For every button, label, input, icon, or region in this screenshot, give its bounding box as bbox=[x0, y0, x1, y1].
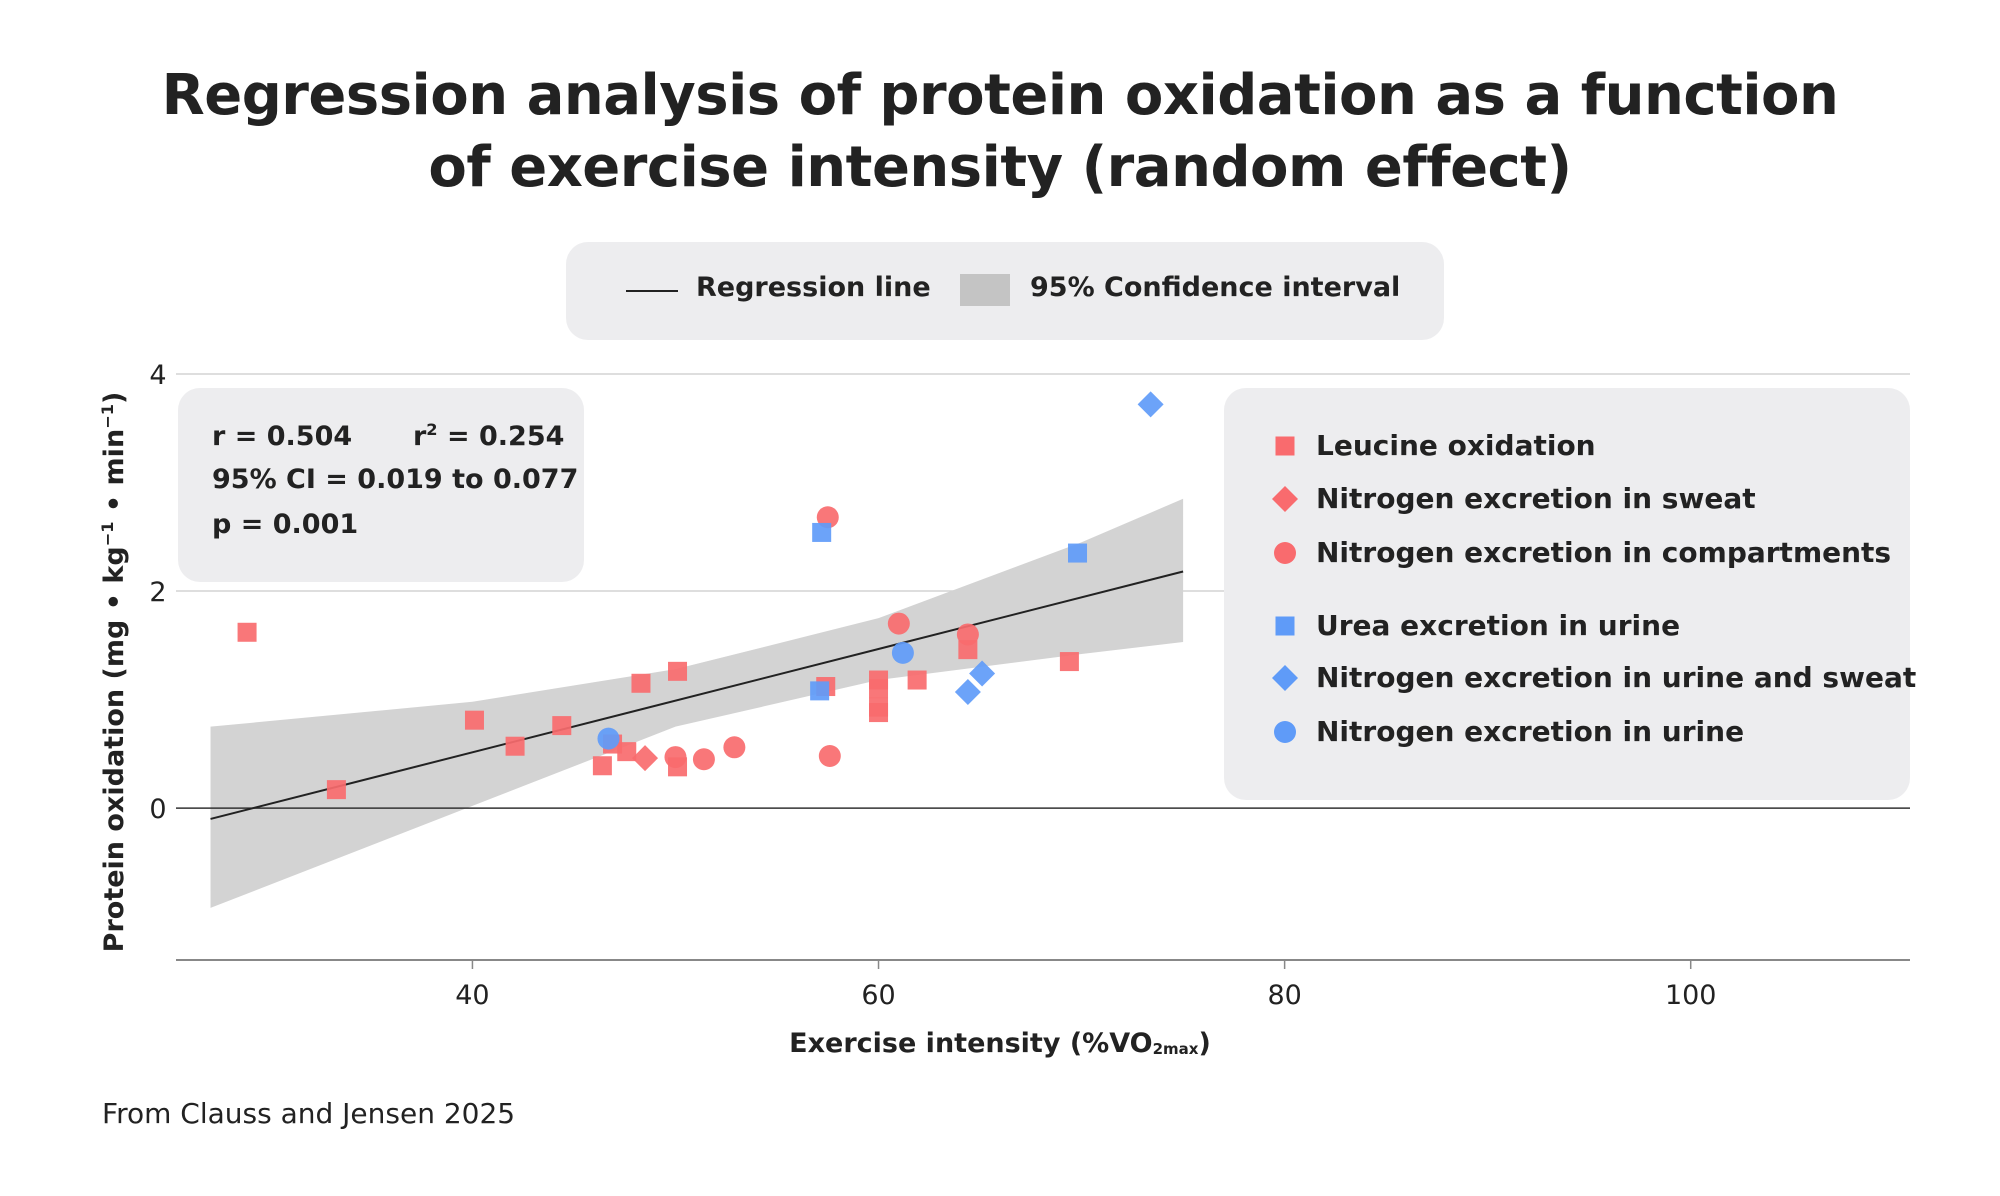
data-point-square bbox=[326, 780, 346, 800]
data-point-square bbox=[237, 622, 257, 642]
x-axis-ticks: 40 60 80 100 bbox=[455, 960, 1716, 1011]
data-point-circle bbox=[887, 612, 910, 635]
data-point-circle bbox=[891, 641, 914, 664]
x-tick-label: 100 bbox=[1665, 980, 1717, 1011]
x-label-end: ) bbox=[1198, 1028, 1211, 1059]
confidence-band bbox=[210, 498, 1184, 908]
data-point-square bbox=[869, 703, 889, 723]
y-label-part: Protein oxidation (mg • kg bbox=[99, 546, 130, 953]
legend-label-nitrogen-urine: Nitrogen excretion in urine bbox=[1316, 715, 1745, 748]
confidence-interval-swatch bbox=[960, 274, 1010, 306]
series-legend: Leucine oxidation Nitrogen excretion in … bbox=[1224, 388, 1916, 800]
data-point-square bbox=[869, 679, 889, 699]
legend-label-nitrogen-compartments: Nitrogen excretion in compartments bbox=[1316, 536, 1892, 569]
legend-marker-circle bbox=[1274, 542, 1296, 564]
data-point-square bbox=[812, 522, 832, 542]
data-point-diamond bbox=[954, 678, 981, 705]
legend-marker-diamond bbox=[1272, 486, 1298, 512]
y-tick-label: 4 bbox=[149, 360, 166, 391]
data-point-circle bbox=[692, 748, 715, 771]
legend-label-leucine-oxidation: Leucine oxidation bbox=[1316, 429, 1596, 462]
legend-label-nitrogen-sweat: Nitrogen excretion in sweat bbox=[1316, 482, 1756, 515]
x-tick-label: 60 bbox=[861, 980, 895, 1011]
chart-title: Regression analysis of protein oxidation… bbox=[0, 60, 2000, 204]
data-point-square bbox=[631, 673, 651, 693]
y-label-sup: −1 bbox=[98, 404, 117, 429]
stat-r2-superscript: 2 bbox=[426, 420, 438, 439]
data-point-square bbox=[617, 742, 637, 762]
data-point-diamond bbox=[969, 660, 996, 687]
data-point-diamond bbox=[632, 745, 659, 772]
stat-r2-value: = 0.254 bbox=[437, 421, 565, 452]
y-axis-ticks: 0 2 4 bbox=[149, 360, 166, 825]
statistics-box: r = 0.504 r2 = 0.254 95% CI = 0.019 to 0… bbox=[178, 388, 584, 582]
data-point-square bbox=[464, 710, 484, 730]
legend-marker-diamond bbox=[1272, 665, 1298, 691]
x-label-main: Exercise intensity (%VO bbox=[789, 1028, 1153, 1059]
data-point-circle bbox=[664, 746, 687, 769]
y-tick-label: 2 bbox=[149, 577, 166, 608]
stat-r2-prefix: r bbox=[412, 421, 427, 452]
chart-title-line-1: Regression analysis of protein oxidation… bbox=[161, 63, 1839, 128]
regression-line-swatch bbox=[626, 290, 678, 292]
data-points bbox=[237, 391, 1164, 800]
x-axis-label: Exercise intensity (%VO2max) bbox=[0, 1028, 2000, 1059]
x-label-sub: 2max bbox=[1152, 1040, 1199, 1058]
data-point-square bbox=[505, 736, 525, 756]
top-legend: Regression line 95% Confidence interval bbox=[566, 242, 1444, 340]
stat-p: p = 0.001 bbox=[212, 509, 359, 540]
y-label-part: • min bbox=[99, 428, 130, 522]
data-point-circle bbox=[956, 623, 979, 646]
y-axis-label: Protein oxidation (mg • kg−1 • min−1) bbox=[98, 392, 130, 953]
legend-marker-circle bbox=[1274, 721, 1296, 743]
data-point-square bbox=[958, 640, 978, 660]
data-point-square bbox=[592, 756, 612, 776]
stat-ci: 95% CI = 0.019 to 0.077 bbox=[212, 464, 579, 495]
data-point-circle bbox=[723, 736, 746, 759]
data-point-square bbox=[552, 716, 572, 736]
legend-marker-square bbox=[1275, 436, 1295, 456]
data-point-circle bbox=[818, 744, 841, 767]
x-tick-label: 40 bbox=[455, 980, 489, 1011]
data-point-diamond bbox=[1137, 391, 1164, 418]
x-tick-label: 80 bbox=[1267, 980, 1301, 1011]
y-label-part: ) bbox=[99, 391, 130, 405]
y-label-sup: −1 bbox=[98, 521, 117, 547]
legend-label-nitrogen-urine-sweat: Nitrogen excretion in urine and sweat bbox=[1316, 661, 1917, 694]
source-note: From Clauss and Jensen 2025 bbox=[102, 1097, 516, 1130]
data-point-square bbox=[1059, 652, 1079, 672]
regression-line bbox=[210, 570, 1184, 820]
stats-correlation-line: r = 0.504 r2 = 0.254 bbox=[212, 420, 564, 452]
data-point-circle bbox=[816, 506, 839, 529]
data-point-square bbox=[668, 661, 688, 681]
data-point-square bbox=[907, 670, 927, 690]
data-point-circle bbox=[597, 727, 620, 750]
y-tick-label: 0 bbox=[149, 794, 166, 825]
regression-line-legend-label: Regression line bbox=[696, 272, 931, 303]
confidence-interval-legend-label: 95% Confidence interval bbox=[1030, 272, 1401, 303]
legend-label-urea-urine: Urea excretion in urine bbox=[1316, 609, 1681, 642]
chart-title-line-2: of exercise intensity (random effect) bbox=[428, 135, 1572, 200]
data-point-square bbox=[1068, 543, 1088, 563]
legend-markers bbox=[1272, 436, 1298, 743]
data-point-square bbox=[810, 681, 830, 701]
stat-r: r = 0.504 bbox=[212, 421, 353, 452]
stat-r2: r2 = 0.254 bbox=[412, 420, 565, 452]
legend-marker-square bbox=[1275, 616, 1295, 636]
